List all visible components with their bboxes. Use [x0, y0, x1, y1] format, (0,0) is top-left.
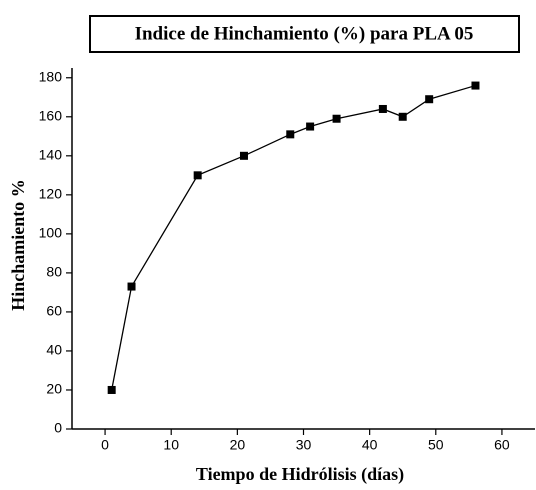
y-tick-label: 180 — [39, 68, 63, 84]
y-axis-label: Hinchamiento % — [8, 179, 28, 311]
y-tick-label: 100 — [39, 225, 63, 241]
marker — [378, 104, 387, 113]
y-tick-label: 20 — [46, 381, 62, 397]
marker — [332, 114, 341, 123]
marker — [193, 171, 202, 180]
x-tick-label: 10 — [163, 437, 179, 453]
x-tick-label: 40 — [362, 437, 378, 453]
marker — [127, 282, 136, 291]
y-tick-label: 40 — [46, 342, 62, 358]
marker — [239, 151, 248, 160]
x-tick-label: 60 — [494, 437, 510, 453]
x-tick-label: 30 — [296, 437, 312, 453]
marker — [306, 122, 315, 131]
marker — [471, 81, 480, 90]
y-tick-label: 140 — [39, 147, 63, 163]
x-tick-label: 0 — [101, 437, 109, 453]
x-tick-label: 20 — [230, 437, 246, 453]
x-axis-label: Tiempo de Hidrólisis (días) — [196, 464, 404, 485]
marker — [286, 130, 295, 139]
y-tick-label: 60 — [46, 303, 62, 319]
y-tick-label: 80 — [46, 264, 62, 280]
x-tick-label: 50 — [428, 437, 444, 453]
y-tick-label: 120 — [39, 186, 63, 202]
marker — [107, 385, 116, 394]
marker — [398, 112, 407, 121]
y-tick-label: 160 — [39, 107, 63, 123]
chart-title: Indice de Hinchamiento (%) para PLA 05 — [135, 23, 474, 44]
marker — [425, 95, 434, 104]
y-tick-label: 0 — [54, 420, 62, 436]
title-box — [89, 15, 520, 53]
